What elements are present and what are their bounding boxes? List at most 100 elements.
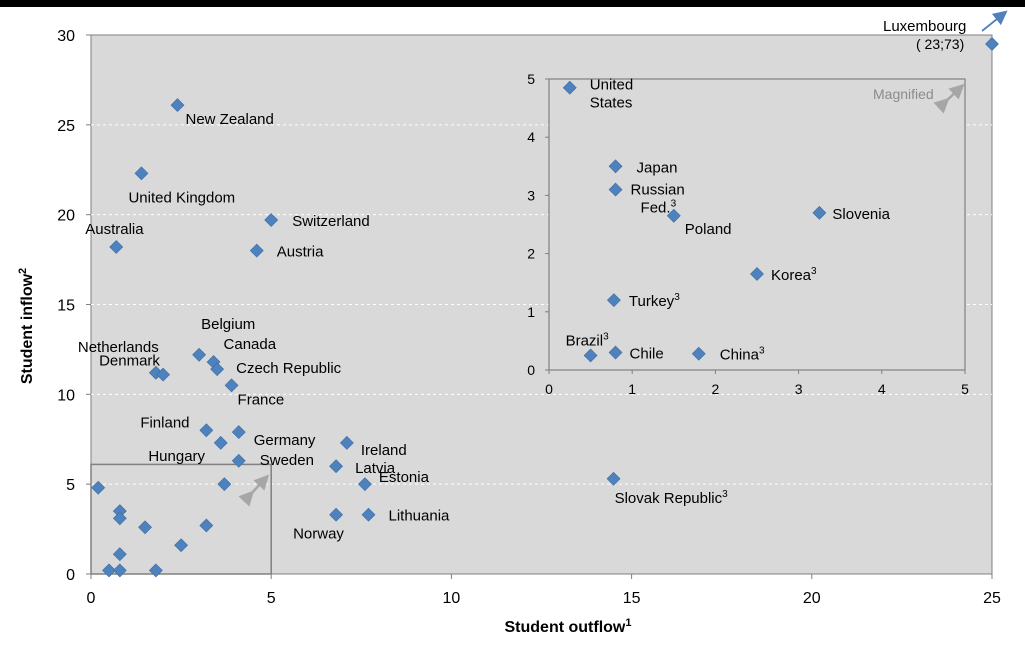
point-label-czech-republic: Czech Republic	[236, 360, 342, 377]
inset-x-tick-label-0: 0	[545, 381, 553, 397]
point-label-australia: Australia	[85, 221, 144, 238]
inset-point-label-china: China3	[720, 346, 765, 364]
inset-point-chile	[608, 345, 623, 360]
y-tick-label-20: 20	[57, 208, 75, 225]
inset-x-tick-label-5: 5	[961, 381, 969, 397]
point-australia	[109, 240, 124, 254]
magnified-arrow-icon	[933, 83, 965, 114]
point-unlabeled	[213, 435, 228, 450]
magnified-region-frame	[90, 463, 272, 575]
inset-point-turkey	[606, 293, 621, 308]
inset-point-slovenia	[812, 205, 827, 220]
point-label-france: France	[238, 391, 285, 408]
inset-chart: 0 1 2 3 4 5 0 1 2 3 4 5 United States Japan Russian Fe…	[527, 71, 969, 397]
inset-y-tick-label-3: 3	[527, 187, 535, 203]
inset-x-tick-label-3: 3	[795, 381, 803, 397]
point-label-lithuania: Lithuania	[389, 508, 451, 525]
inset-point-united-states	[562, 80, 577, 95]
point-label-ireland: Ireland	[361, 442, 407, 459]
point-norway	[329, 507, 343, 522]
point-lithuania	[361, 507, 376, 522]
x-axis-title: Student outflow1	[505, 617, 632, 636]
inset-y-tick-label-4: 4	[527, 129, 535, 145]
point-switzerland	[264, 213, 279, 227]
point-sweden	[231, 453, 246, 468]
inset-x-tick-label-4: 4	[878, 381, 886, 397]
inset-point-label-japan: Japan	[637, 159, 678, 176]
point-label-denmark: Denmark	[99, 353, 160, 370]
point-label-sweden: Sweden	[260, 452, 314, 469]
point-france	[224, 378, 239, 393]
x-tick-label-20: 20	[803, 590, 821, 607]
point-label-norway: Norway	[293, 526, 344, 543]
inset-point-label-turkey: Turkey3	[629, 292, 680, 310]
point-small-3	[138, 520, 152, 535]
inset-point-russian-fed	[608, 182, 623, 197]
y-tick-label-0: 0	[66, 567, 75, 584]
point-ireland	[339, 435, 354, 450]
y-tick-label-15: 15	[57, 298, 75, 315]
luxembourg-value-label: ( 23;73)	[916, 36, 964, 52]
inset-y-tick-label-5: 5	[527, 71, 535, 87]
point-label-latvia: Latvia	[355, 460, 396, 477]
point-label-netherlands: Netherlands	[78, 339, 159, 356]
point-label-luxembourg: Luxembourg	[883, 18, 966, 35]
point-label-slovak-republic: Slovak Republic3	[615, 489, 729, 507]
point-small-7	[102, 563, 116, 578]
inset-x-tick-label-2: 2	[712, 381, 720, 397]
x-axis: 0 5 10 15 20 25	[87, 574, 1001, 607]
point-czech-republic	[210, 362, 225, 377]
point-small-9	[148, 563, 163, 578]
x-tick-label-15: 15	[623, 590, 641, 607]
magnified-region-box	[90, 463, 272, 575]
y-tick-label-30: 30	[57, 28, 75, 45]
point-label-hungary: Hungary	[148, 448, 205, 465]
point-slovak-republic	[606, 471, 621, 486]
inset-x-tick-label-1: 1	[628, 381, 636, 397]
inset-point-label-poland: Poland	[685, 221, 732, 238]
y-axis: 0 5 10 15 20 25 30	[57, 28, 91, 584]
point-small-8	[112, 563, 127, 578]
point-finland	[199, 423, 214, 438]
point-label-belgium: Belgium	[201, 316, 255, 333]
inset-point-label-russian-fed: Russian Fed.3	[631, 182, 685, 217]
luxembourg-arrow-icon	[981, 10, 1008, 32]
point-label-finland: Finland	[140, 414, 189, 431]
inset-y-tick-label-0: 0	[527, 362, 535, 378]
magnified-label: Magnified	[873, 86, 934, 102]
x-tick-label-25: 25	[983, 590, 1001, 607]
x-tick-label-10: 10	[443, 590, 461, 607]
top-border-bar	[0, 0, 1025, 7]
point-label-germany: Germany	[254, 432, 316, 449]
inset-x-axis: 0 1 2 3 4 5	[545, 370, 969, 397]
inset-point-label-brazil: Brazil3	[566, 331, 610, 349]
point-label-estonia: Estonia	[379, 469, 430, 486]
inset-frame	[548, 78, 966, 371]
y-tick-label-25: 25	[57, 118, 75, 135]
unlabeled-points	[91, 480, 214, 578]
point-small-4	[199, 518, 214, 533]
point-latvia	[329, 459, 343, 474]
point-germany	[231, 425, 246, 439]
point-belgium	[192, 347, 207, 362]
point-austria	[249, 243, 264, 258]
inset-point-label-korea: Korea3	[771, 266, 817, 284]
point-label-austria: Austria	[277, 244, 324, 261]
inset-point-korea	[750, 267, 764, 281]
point-hungary	[217, 477, 232, 492]
inset-y-tick-label-1: 1	[527, 304, 535, 320]
x-tick-label-5: 5	[267, 590, 276, 607]
point-small-5	[174, 538, 189, 553]
point-small-6	[112, 547, 127, 562]
inset-point-label-chile: Chile	[630, 346, 664, 363]
point-united-kingdom	[134, 166, 149, 181]
point-label-canada: Canada	[224, 336, 277, 353]
inset-point-china	[691, 346, 706, 361]
point-luxembourg	[985, 37, 999, 51]
inset-point-label-united-states: United States	[590, 77, 633, 112]
inset-y-tick-label-2: 2	[527, 246, 535, 262]
y-axis-title: Student inflow2	[17, 268, 36, 384]
point-label-new-zealand: New Zealand	[185, 111, 273, 128]
